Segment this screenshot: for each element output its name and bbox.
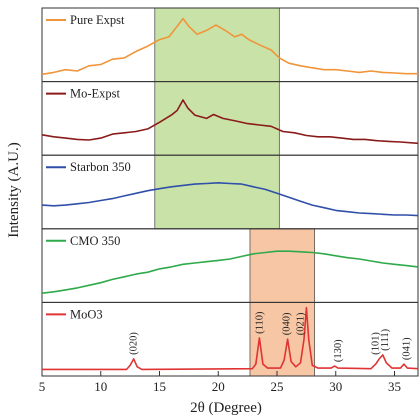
y-axis-label: Intensity (A.U.) <box>6 142 22 237</box>
x-tick-label-1: 10 <box>94 379 107 394</box>
peak-labels: (020) (110) (040) (021) (130) (101)(111) (041) <box>129 311 413 362</box>
series-line-1 <box>41 99 419 145</box>
legend: Pure Expst Mo-Expst Starbon 350 CMO 350 MoO3 <box>46 13 131 321</box>
series-line-0 <box>41 17 418 76</box>
x-tick-label-2: 15 <box>153 379 166 394</box>
x-tick-label-6: 35 <box>388 379 401 394</box>
x-tick-label-5: 30 <box>329 379 342 394</box>
peak-label-2: (040) <box>281 312 292 335</box>
peak-label-4: (130) <box>333 339 344 362</box>
x-tick-label-3: 20 <box>212 379 225 394</box>
x-tick-label-0: 5 <box>39 379 46 394</box>
peak-label-5: (101) <box>371 332 382 355</box>
legend-label-3: CMO 350 <box>70 234 120 248</box>
x-tick-label-4: 25 <box>271 379 284 394</box>
x-axis: 5 10 15 20 25 30 35 <box>39 371 401 394</box>
legend-label-1: Mo-Expst <box>70 87 121 101</box>
legend-label-2: Starbon 350 <box>70 160 131 174</box>
highlight-band-0 <box>154 7 280 230</box>
peak-label-1: (110) <box>254 311 265 334</box>
legend-label-4: MoO3 <box>70 307 103 321</box>
series-line-4 <box>42 306 419 371</box>
legend-label-0: Pure Expst <box>70 13 125 27</box>
series-line-3 <box>41 250 419 294</box>
series-line-2 <box>41 182 419 217</box>
peak-label-7: (041) <box>401 337 412 360</box>
x-axis-label: 2θ (Degree) <box>190 400 262 416</box>
peak-label-6: (111) <box>380 328 391 350</box>
panel-frame-4 <box>41 301 419 377</box>
series-lines <box>41 17 419 371</box>
peak-label-3: (021) <box>296 312 307 335</box>
panel-frames <box>41 7 419 377</box>
peak-label-0: (020) <box>129 332 140 355</box>
